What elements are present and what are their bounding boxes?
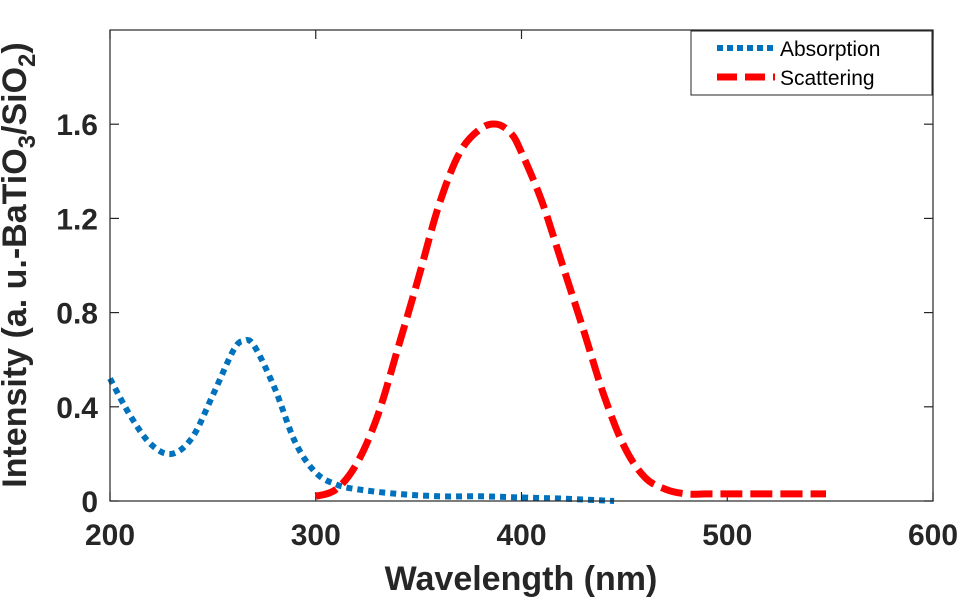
x-tick-label: 500 bbox=[702, 519, 752, 552]
legend-absorption-label: Absorption bbox=[780, 38, 880, 61]
plot-area bbox=[110, 30, 933, 501]
plot-frame bbox=[109, 29, 934, 502]
y-tick-label: 1.2 bbox=[56, 203, 98, 236]
tick-labels: 200 300 400 500 600 0 0.4 0.8 1.2 1.6 bbox=[56, 109, 958, 552]
legend-scattering-label: Scattering bbox=[780, 67, 875, 90]
y-tick-label: 0.8 bbox=[56, 298, 98, 331]
x-tick-label: 600 bbox=[908, 519, 958, 552]
y-tick-label: 0.4 bbox=[56, 392, 98, 425]
series-layer bbox=[107, 120, 826, 504]
x-tick-label: 400 bbox=[496, 519, 546, 552]
y-axis-title: Intensity (a. u.-BaTiO3/SiO2) bbox=[0, 42, 41, 488]
legend-box bbox=[690, 30, 933, 96]
x-tick-label: 300 bbox=[291, 519, 341, 552]
y-tick-label: 1.6 bbox=[56, 109, 98, 142]
absorption-line bbox=[107, 336, 615, 504]
x-tick-label: 200 bbox=[85, 519, 135, 552]
legend: Absorption Scattering bbox=[690, 30, 933, 96]
x-axis-title: Wavelength (nm) bbox=[385, 560, 658, 598]
scattering-line bbox=[314, 120, 826, 500]
y-tick-label: 0 bbox=[81, 486, 98, 519]
